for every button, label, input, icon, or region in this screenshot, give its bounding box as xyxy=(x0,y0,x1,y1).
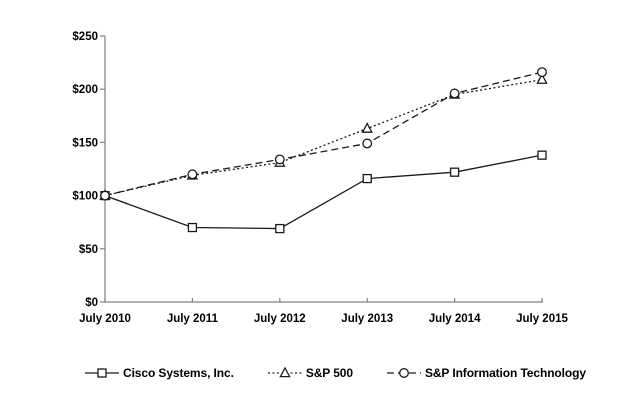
marker-triangle-s-p-500 xyxy=(536,73,548,84)
marker-circle-s-p-information-technology xyxy=(100,190,110,201)
legend-label-sp500: S&P 500 xyxy=(305,366,353,380)
y-tick-label: $0 xyxy=(85,297,98,309)
legend-sample-triangle-dotted xyxy=(267,366,302,378)
legend-item-sp-info-tech: S&P Information Technology xyxy=(386,366,586,380)
marker-square-cisco-systems-inc xyxy=(187,222,198,233)
x-tick-label: July 2015 xyxy=(516,313,568,325)
x-tick-label: July 2012 xyxy=(254,313,306,325)
triangle-icon xyxy=(279,366,291,378)
legend-label-cisco: Cisco Systems, Inc. xyxy=(123,366,234,380)
marker-triangle-s-p-500 xyxy=(361,122,373,133)
y-tick-label: $250 xyxy=(72,31,98,43)
legend-item-cisco: Cisco Systems, Inc. xyxy=(85,366,234,380)
chart-legend: Cisco Systems, Inc. S&P 500 S&P Informat… xyxy=(85,366,586,380)
x-tick-label: July 2011 xyxy=(167,313,219,325)
chart-area: $0 $50 $100 $150 $200 $250 July 2010 July 2011 J… xyxy=(72,31,568,325)
marker-square-cisco-systems-inc xyxy=(449,167,460,177)
x-tick-label: July 2010 xyxy=(79,313,131,325)
marker-circle-s-p-information-technology xyxy=(449,88,460,99)
marker-circle-s-p-information-technology xyxy=(274,154,285,165)
legend-label-sp-info-tech: S&P Information Technology xyxy=(424,366,586,380)
legend-sample-square-solid xyxy=(85,368,119,378)
y-tick-label: $200 xyxy=(72,84,98,96)
y-tick-label: $100 xyxy=(72,191,98,203)
marker-square-cisco-systems-inc xyxy=(362,173,372,184)
series-line-s-p-information-technology xyxy=(104,71,543,197)
legend-item-sp500: S&P 500 xyxy=(267,366,353,380)
x-tick-label: July 2014 xyxy=(429,313,481,325)
y-tick-label: $150 xyxy=(72,137,98,149)
marker-square-cisco-systems-inc xyxy=(537,150,547,160)
marker-circle-s-p-information-technology xyxy=(187,169,198,180)
x-tick-label: July 2013 xyxy=(341,313,393,325)
marker-square-cisco-systems-inc xyxy=(275,223,285,234)
marker-circle-s-p-information-technology xyxy=(362,138,373,149)
performance-line-chart: $0 $50 $100 $150 $200 $250 July 2010 July 2011 J… xyxy=(72,31,568,325)
marker-circle-s-p-information-technology xyxy=(537,67,547,78)
circle-icon xyxy=(399,368,409,378)
series-line-cisco-systems-inc xyxy=(104,154,543,230)
y-tick-label: $50 xyxy=(79,244,98,256)
series-line-s-p-500 xyxy=(104,78,543,197)
legend-sample-circle-dashed xyxy=(386,368,421,378)
square-icon xyxy=(97,368,107,378)
